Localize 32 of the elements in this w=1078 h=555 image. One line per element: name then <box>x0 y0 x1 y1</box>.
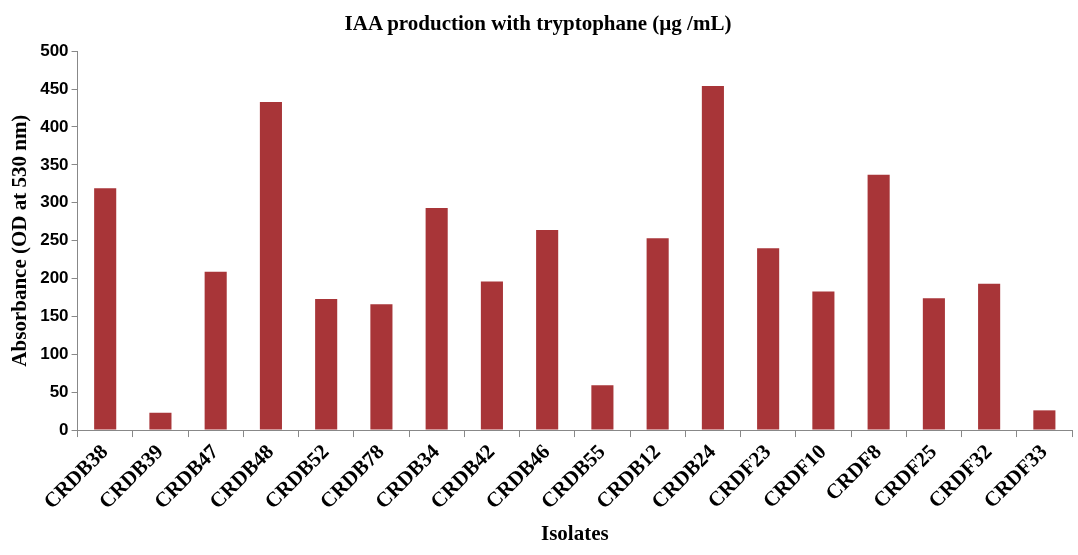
bar <box>646 238 669 430</box>
bar <box>425 208 448 430</box>
y-tick-label: 500 <box>40 40 69 60</box>
chart-title: IAA production with tryptophane (µg /mL) <box>344 11 732 36</box>
bar <box>757 248 780 430</box>
bar <box>591 385 614 430</box>
bar <box>701 86 724 430</box>
bar <box>812 291 835 430</box>
bar <box>536 230 559 430</box>
bar <box>370 304 393 430</box>
y-tick-label: 200 <box>40 268 69 288</box>
y-axis-title: Absorbance (OD at 530 nm) <box>7 114 32 367</box>
y-tick-label: 0 <box>59 419 69 439</box>
bar <box>204 271 227 430</box>
bar <box>315 298 338 430</box>
y-tick-label: 250 <box>40 230 69 250</box>
y-tick-label: 300 <box>40 192 69 212</box>
bar <box>94 188 117 430</box>
y-tick-label: 400 <box>40 116 69 136</box>
bar <box>259 101 282 430</box>
y-tick-label: 150 <box>40 306 69 326</box>
y-tick-label: 350 <box>40 154 69 174</box>
bar <box>149 412 172 430</box>
y-tick-label: 100 <box>40 343 69 363</box>
y-tick-label: 50 <box>49 381 69 401</box>
bar <box>922 298 945 430</box>
bar <box>867 174 890 430</box>
bar <box>978 283 1001 430</box>
bar <box>480 281 503 430</box>
y-tick-label: 450 <box>40 78 69 98</box>
x-axis-title: Isolates <box>540 520 609 545</box>
bar <box>1033 410 1056 430</box>
